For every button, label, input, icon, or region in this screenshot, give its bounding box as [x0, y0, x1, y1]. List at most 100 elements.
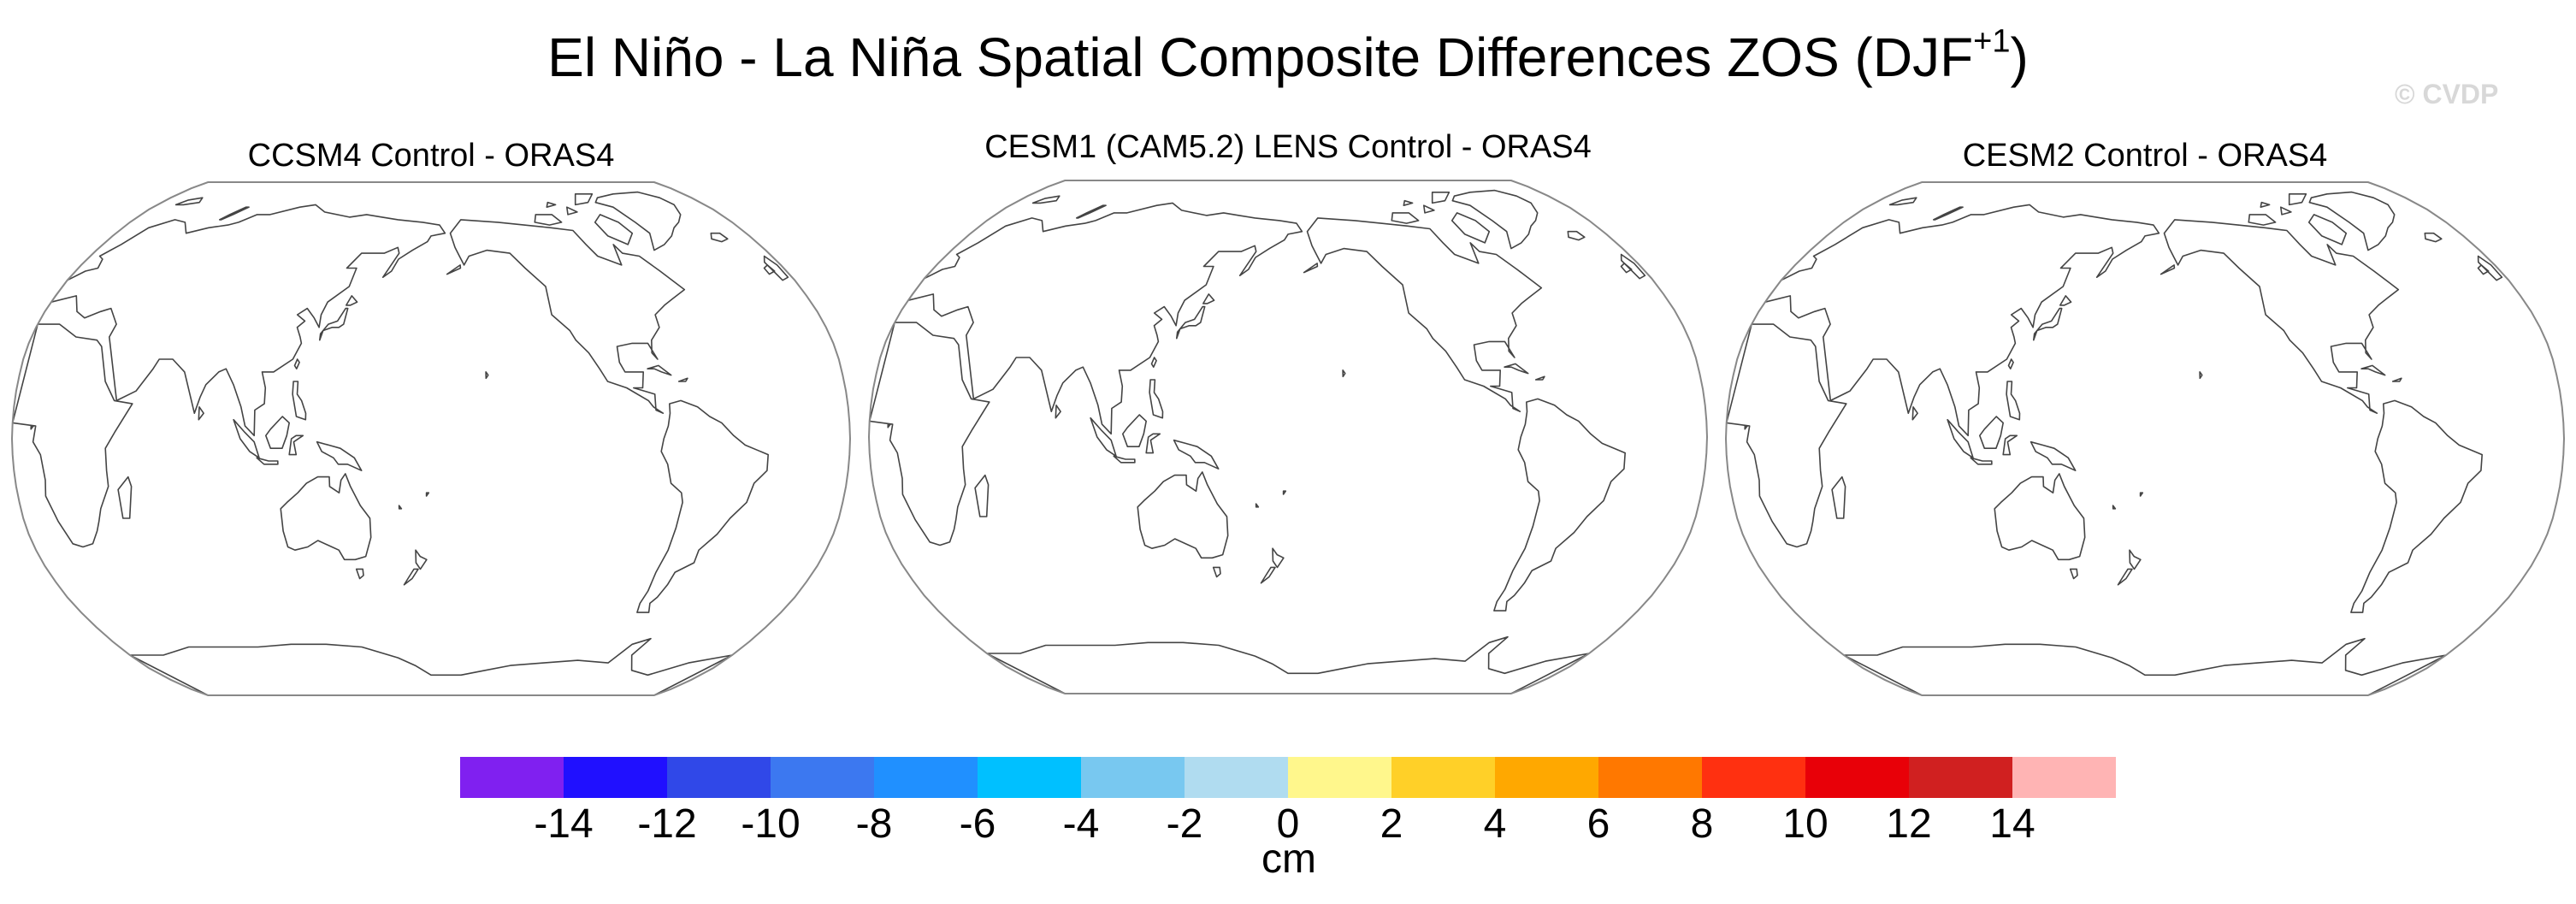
figure-title: El Niño - La Niña Spatial Composite Diff… — [0, 19, 2576, 96]
map-boundary — [1724, 181, 2566, 696]
coastline-novaya-zemlya — [1933, 206, 1964, 221]
coastline-arctic-is-1 — [1423, 204, 1435, 214]
world-map — [867, 180, 1709, 694]
coastline-arctic-is-2 — [1403, 199, 1414, 206]
coastline-svalbard — [1031, 195, 1061, 204]
coastline-borneo — [1122, 414, 1147, 447]
colorbar-tick-label: -6 — [959, 801, 996, 847]
coastline-antarctica — [129, 637, 733, 695]
colorbar-swatch — [2012, 757, 2117, 798]
coastline-sumatra — [1090, 417, 1117, 458]
map-panel-2: CESM1 (CAM5.2) LENS Control - ORAS4 — [867, 128, 1709, 698]
world-map — [1724, 181, 2566, 696]
coastline-borneo — [265, 416, 290, 449]
coastline-ireland — [1620, 263, 1633, 274]
coastline-greenland — [2308, 191, 2396, 251]
coastline-africa — [869, 322, 990, 547]
world-map — [10, 181, 852, 696]
coastline-new-zealand-s — [403, 568, 419, 586]
coastline-ellesmere — [2288, 193, 2307, 206]
coastline-greenland — [1451, 189, 1539, 250]
title-superscript: +1 — [1973, 23, 2011, 60]
coastline-victoria-island — [2248, 214, 2277, 226]
coastline-arctic-is-2 — [546, 201, 557, 208]
coastline-sumatra — [1947, 418, 1974, 459]
coastline-north-america — [449, 219, 686, 414]
coastline-small-pacific-2 — [2112, 505, 2117, 510]
colorbar-tick-label: 6 — [1586, 801, 1610, 847]
coastline-north-america — [2163, 219, 2400, 414]
coastline-sulawesi — [2002, 434, 2018, 456]
colorbar-swatch — [1909, 757, 2013, 798]
title-close: ) — [2010, 27, 2029, 88]
colorbar-swatch — [874, 757, 978, 798]
title-main: El Niño - La Niña Spatial Composite Diff… — [547, 27, 1974, 88]
colorbar-tick-label: 2 — [1380, 801, 1403, 847]
colorbar-tick-label: -2 — [1166, 801, 1203, 847]
coastline-ellesmere — [1431, 192, 1450, 204]
coastline-ellesmere — [574, 193, 594, 206]
coastline-baffin — [1450, 212, 1491, 244]
coastline-africa — [12, 323, 133, 548]
coastline-hawaii — [485, 371, 489, 380]
colorbar-tick-label: 12 — [1886, 801, 1932, 847]
coastline-japan — [319, 307, 349, 341]
coastline-hispaniola — [2391, 377, 2402, 382]
colorbar-swatch — [1391, 757, 1496, 798]
coastline-north-america — [1306, 217, 1543, 412]
colorbar-swatch — [1288, 757, 1392, 798]
coastline-sri-lanka — [1911, 406, 1918, 421]
map-boundary — [867, 180, 1709, 694]
coastline-iceland — [2424, 232, 2443, 243]
colorbar-swatch — [667, 757, 771, 798]
coastline-sumatra — [233, 418, 260, 459]
coastline-java — [1970, 457, 1993, 465]
coastline-south-america — [636, 399, 769, 613]
coastline-madagascar — [974, 474, 990, 517]
coastline-taiwan — [293, 358, 300, 369]
coastline-japan — [2033, 307, 2063, 341]
coastline-novaya-zemlya — [219, 206, 250, 221]
coastline-africa — [1726, 323, 1847, 548]
coastline-sri-lanka — [198, 406, 204, 421]
coastline-svalbard — [174, 197, 204, 206]
coastline-eurasia — [907, 202, 1303, 435]
colorbar-tick-label: -4 — [1062, 801, 1100, 847]
map-panel-3: CESM2 Control - ORAS4 — [1724, 137, 2566, 700]
coastline-ireland — [763, 264, 776, 275]
coastline-taiwan — [1150, 357, 1157, 368]
coastline-java — [1113, 455, 1136, 464]
coastline-arctic-is-2 — [2260, 201, 2271, 208]
panel-title: CESM2 Control - ORAS4 — [1962, 138, 2328, 174]
coastline-guinea-gulf-is — [887, 423, 891, 428]
coastline-hispaniola — [1534, 375, 1545, 381]
coastline-new-zealand-n — [1272, 547, 1285, 569]
colorbar-svg — [460, 757, 2117, 798]
coastline-hawaii — [1342, 369, 1346, 378]
map-boundary — [10, 181, 852, 696]
coastline-ireland — [2477, 264, 2490, 275]
coastline-australia — [1137, 471, 1229, 559]
colorbar-swatch — [1702, 757, 1806, 798]
coastline-arctic-is-1 — [2280, 206, 2292, 216]
colorbar-tick-label: -10 — [741, 801, 801, 847]
coastlines — [1726, 191, 2503, 695]
panel-title: CESM1 (CAM5.2) LENS Control - ORAS4 — [984, 129, 1592, 165]
coastline-baffin — [2307, 214, 2348, 245]
panel-title: CCSM4 Control - ORAS4 — [247, 138, 615, 174]
colorbar-swatch — [1495, 757, 1599, 798]
coastline-guinea-gulf-is — [1744, 425, 1748, 430]
colorbar-tick-label: 4 — [1483, 801, 1507, 847]
colorbar-swatch — [978, 757, 1082, 798]
colorbar-swatch — [564, 757, 668, 798]
coastline-eurasia — [50, 204, 446, 437]
coastline-cuba — [1504, 363, 1529, 375]
coastline-antarctica — [986, 635, 1590, 694]
coastlines — [869, 189, 1646, 694]
coastline-sulawesi — [288, 434, 304, 456]
coastline-hispaniola — [677, 377, 688, 382]
coastline-new-guinea — [316, 440, 363, 471]
coastline-aleutian — [2159, 264, 2176, 275]
colorbar-tick-label: 8 — [1690, 801, 1714, 847]
colorbar-swatch — [460, 757, 564, 798]
